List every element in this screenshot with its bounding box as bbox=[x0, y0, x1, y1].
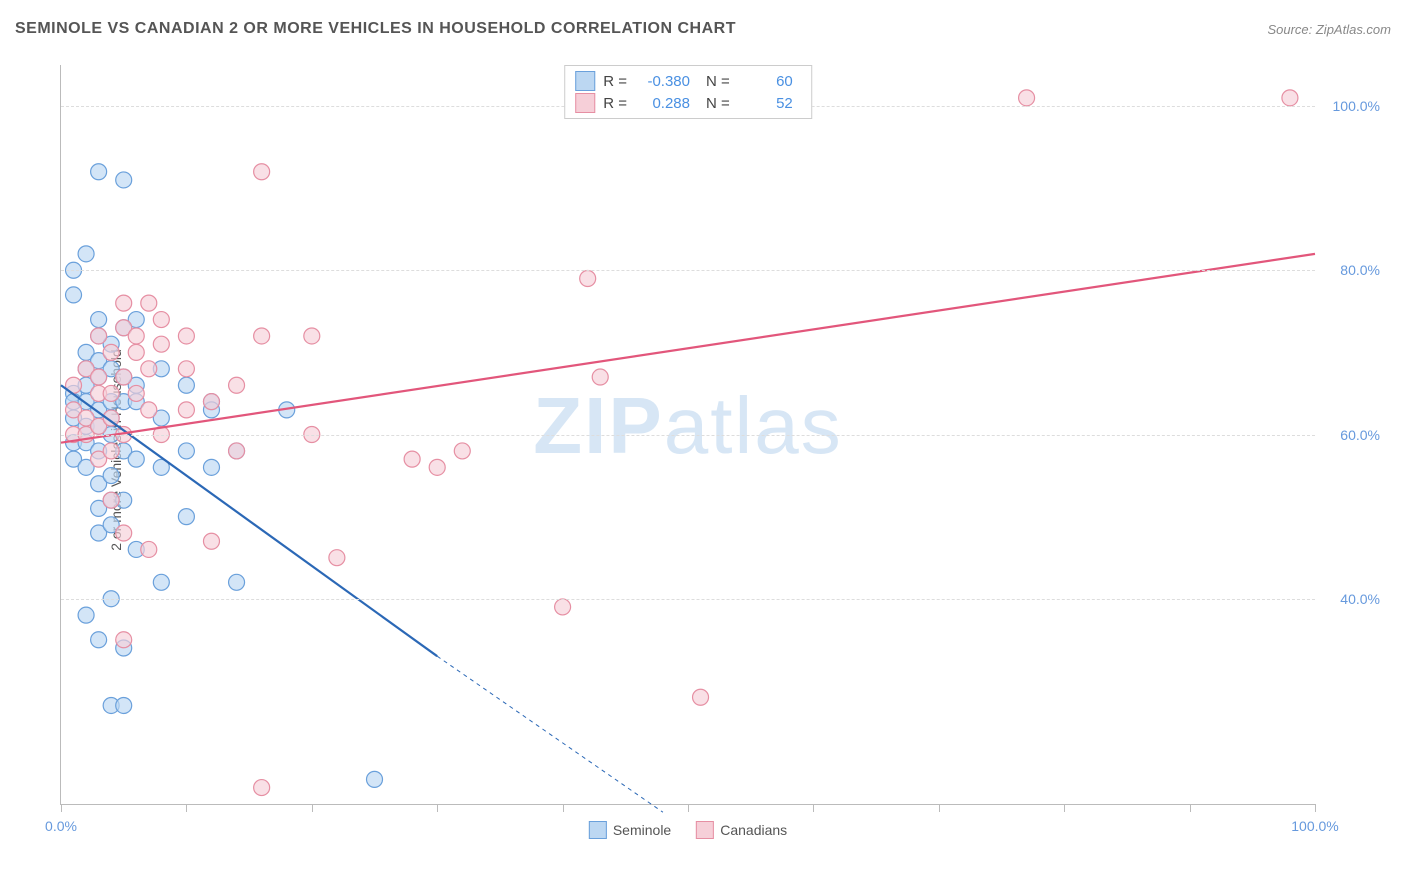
scatter-point bbox=[229, 574, 245, 590]
legend-item-canadians: Canadians bbox=[696, 821, 787, 839]
scatter-point bbox=[116, 295, 132, 311]
scatter-point bbox=[91, 312, 107, 328]
scatter-point bbox=[91, 632, 107, 648]
scatter-point bbox=[254, 328, 270, 344]
scatter-point bbox=[429, 459, 445, 475]
legend-item-seminole: Seminole bbox=[589, 821, 671, 839]
scatter-point bbox=[153, 336, 169, 352]
scatter-point bbox=[178, 402, 194, 418]
scatter-point bbox=[128, 344, 144, 360]
scatter-point bbox=[78, 246, 94, 262]
regression-line bbox=[61, 254, 1315, 443]
scatter-point bbox=[178, 377, 194, 393]
legend-swatch-canadians bbox=[575, 93, 595, 113]
scatter-point bbox=[367, 771, 383, 787]
x-tick-label: 0.0% bbox=[45, 818, 77, 834]
scatter-point bbox=[141, 361, 157, 377]
scatter-point bbox=[128, 451, 144, 467]
correlation-legend: R = -0.380 N = 60 R = 0.288 N = 52 bbox=[564, 65, 812, 119]
source-attribution: Source: ZipAtlas.com bbox=[1267, 22, 1391, 37]
y-tick-label: 80.0% bbox=[1325, 262, 1380, 278]
scatter-point bbox=[91, 369, 107, 385]
regression-line-extrapolated bbox=[437, 656, 663, 812]
scatter-point bbox=[329, 550, 345, 566]
scatter-point bbox=[592, 369, 608, 385]
scatter-point bbox=[128, 328, 144, 344]
scatter-point bbox=[141, 402, 157, 418]
scatter-point bbox=[404, 451, 420, 467]
scatter-point bbox=[555, 599, 571, 615]
scatter-point bbox=[203, 459, 219, 475]
scatter-point bbox=[128, 385, 144, 401]
scatter-point bbox=[153, 312, 169, 328]
y-tick-label: 40.0% bbox=[1325, 591, 1380, 607]
scatter-point bbox=[116, 525, 132, 541]
scatter-point bbox=[66, 287, 82, 303]
series-legend: Seminole Canadians bbox=[589, 821, 787, 839]
scatter-point bbox=[116, 172, 132, 188]
scatter-point bbox=[141, 541, 157, 557]
scatter-point bbox=[254, 164, 270, 180]
legend-swatch-seminole bbox=[575, 71, 595, 91]
scatter-point bbox=[103, 385, 119, 401]
scatter-point bbox=[103, 492, 119, 508]
scatter-point bbox=[254, 780, 270, 796]
scatter-point bbox=[304, 328, 320, 344]
legend-swatch-canadians bbox=[696, 821, 714, 839]
scatter-point bbox=[178, 328, 194, 344]
scatter-point bbox=[178, 443, 194, 459]
scatter-point bbox=[141, 295, 157, 311]
scatter-point bbox=[78, 607, 94, 623]
scatter-point bbox=[103, 443, 119, 459]
scatter-point bbox=[91, 164, 107, 180]
scatter-point bbox=[203, 533, 219, 549]
scatter-point bbox=[203, 394, 219, 410]
scatter-point bbox=[693, 689, 709, 705]
scatter-point bbox=[178, 361, 194, 377]
scatter-point bbox=[229, 443, 245, 459]
chart-container: 2 or more Vehicles in Household ZIPatlas… bbox=[50, 55, 1390, 845]
x-tick-label: 100.0% bbox=[1291, 818, 1338, 834]
scatter-point bbox=[1019, 90, 1035, 106]
scatter-point bbox=[91, 328, 107, 344]
chart-title: SEMINOLE VS CANADIAN 2 OR MORE VEHICLES … bbox=[15, 20, 736, 38]
scatter-point bbox=[229, 377, 245, 393]
scatter-point bbox=[178, 509, 194, 525]
scatter-point bbox=[153, 574, 169, 590]
scatter-point bbox=[1282, 90, 1298, 106]
legend-row-canadians: R = 0.288 N = 52 bbox=[575, 92, 801, 114]
scatter-point bbox=[454, 443, 470, 459]
scatter-point bbox=[103, 468, 119, 484]
plot-area: ZIPatlas R = -0.380 N = 60 R = 0.288 N =… bbox=[60, 65, 1315, 805]
scatter-point bbox=[116, 632, 132, 648]
y-tick-label: 60.0% bbox=[1325, 427, 1380, 443]
legend-swatch-seminole bbox=[589, 821, 607, 839]
legend-row-seminole: R = -0.380 N = 60 bbox=[575, 70, 801, 92]
y-tick-label: 100.0% bbox=[1325, 98, 1380, 114]
scatter-point bbox=[116, 697, 132, 713]
scatter-point bbox=[103, 344, 119, 360]
scatter-point bbox=[116, 369, 132, 385]
scatter-point bbox=[580, 270, 596, 286]
